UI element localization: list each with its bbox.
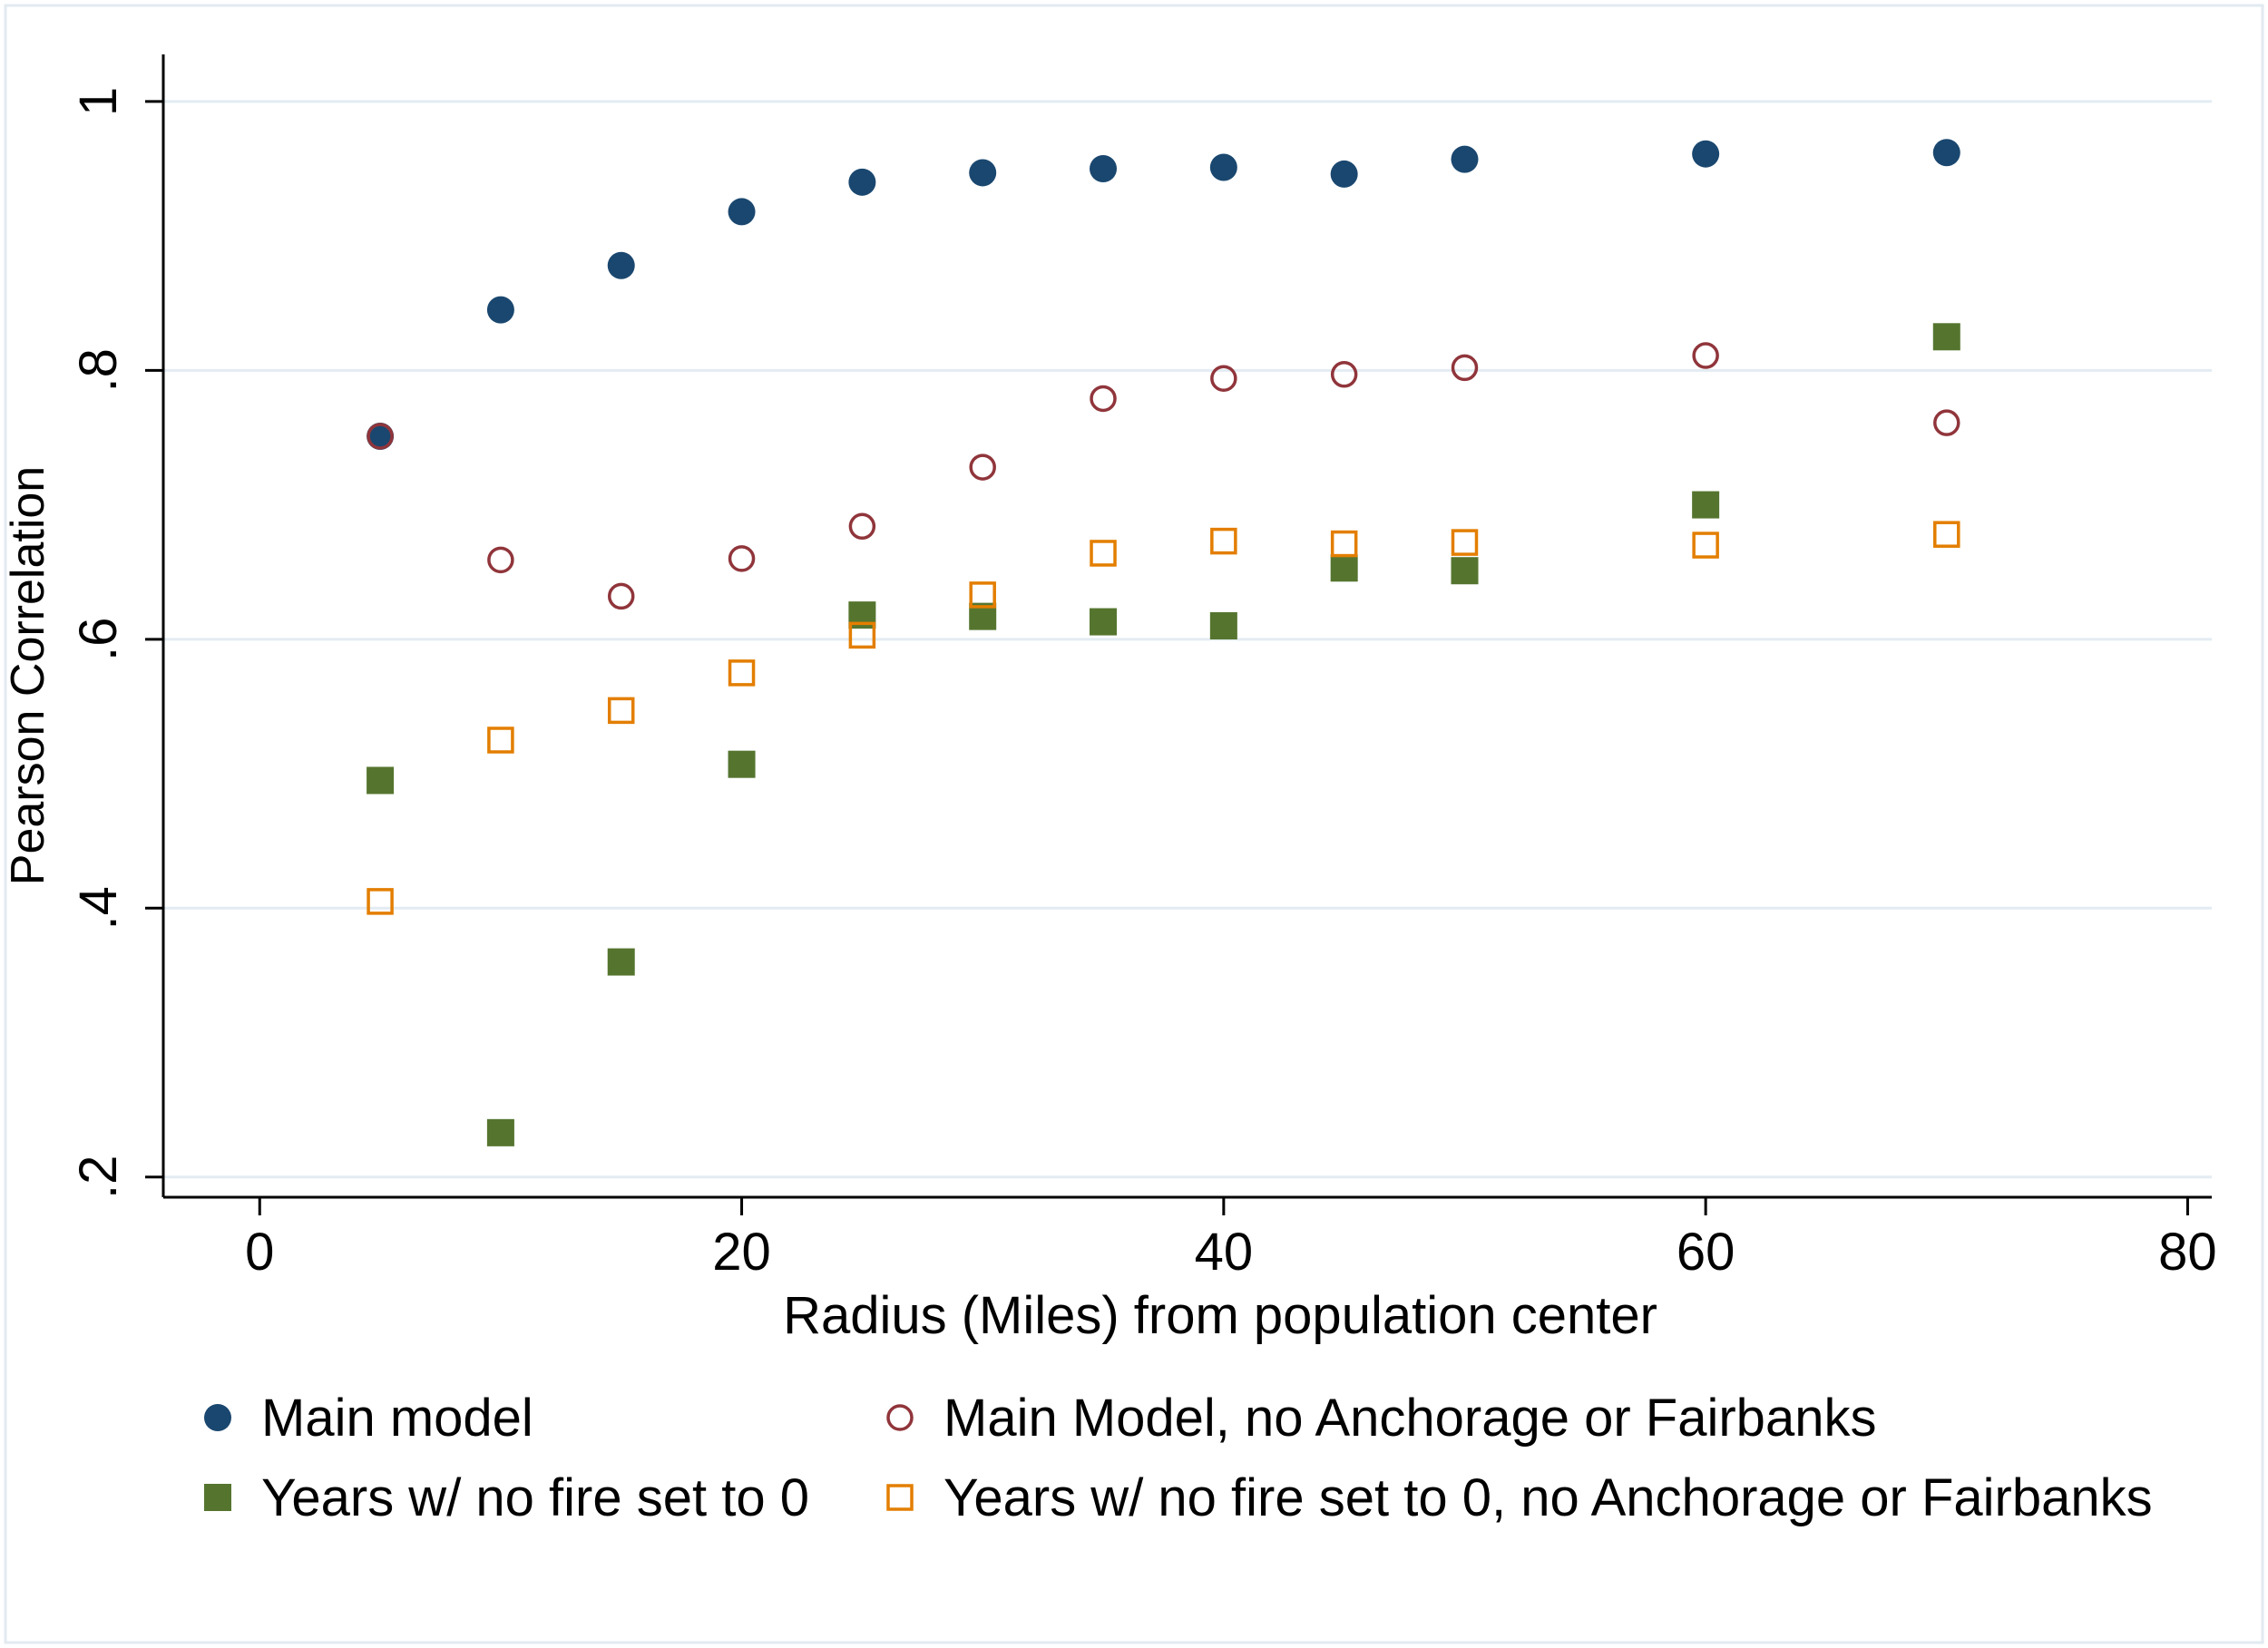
- y-tick-label: 1: [69, 87, 128, 116]
- x-axis-title: Radius (Miles) from population center: [783, 1286, 1657, 1345]
- x-tick-label: 60: [1677, 1223, 1735, 1282]
- point-main-model-no-anc-fbk: [487, 546, 514, 574]
- point-main-model: [367, 422, 395, 450]
- point-no-fire-zero: [367, 766, 395, 795]
- point-no-fire-zero-no-anc-fbk: [848, 621, 876, 649]
- x-axis-ticks: 0 20 40 60 80: [245, 1197, 2217, 1282]
- point-main-model: [486, 296, 514, 324]
- point-main-model-no-anc-fbk: [1933, 409, 1960, 436]
- point-no-fire-zero: [1209, 612, 1237, 639]
- point-no-fire-zero-no-anc-fbk: [1692, 531, 1719, 559]
- point-no-fire-zero-no-anc-fbk: [1933, 521, 1960, 548]
- point-main-model: [1209, 153, 1237, 181]
- point-main-model-no-anc-fbk: [728, 545, 756, 572]
- point-main-model: [1330, 160, 1358, 188]
- point-main-model: [607, 251, 635, 279]
- point-main-model-no-anc-fbk: [969, 453, 996, 481]
- point-main-model: [728, 198, 756, 226]
- y-axis-title: Pearson Correlation: [2, 466, 54, 885]
- legend-marker-main-model: [204, 1404, 231, 1431]
- y-axis-ticks: .2 .4 .6 .8 1: [69, 87, 163, 1199]
- y-tick-label: .2: [69, 1156, 128, 1199]
- point-main-model: [1451, 145, 1479, 173]
- legend-marker-main-model-no-anc-fbk: [886, 1404, 914, 1431]
- x-tick-label: 0: [245, 1223, 274, 1282]
- gridlines: [163, 100, 2212, 1179]
- legend-label-no-fire-zero-no-anc-fbk: Years w/ no fire set to 0, no Anchorage …: [943, 1468, 2153, 1527]
- point-no-fire-zero-no-anc-fbk: [487, 726, 514, 754]
- point-no-fire-zero-no-anc-fbk: [1210, 527, 1237, 555]
- point-no-fire-zero: [1330, 554, 1358, 582]
- point-main-model-no-anc-fbk: [848, 512, 876, 541]
- point-main-model-no-anc-fbk: [607, 582, 635, 610]
- data-points: [367, 139, 1960, 1146]
- x-tick-label: 20: [712, 1223, 771, 1282]
- legend-label-main-model: Main model: [261, 1389, 533, 1448]
- point-no-fire-zero-no-anc-fbk: [1330, 530, 1358, 558]
- point-no-fire-zero: [1451, 557, 1479, 585]
- point-no-fire-zero: [1090, 608, 1118, 636]
- point-main-model: [969, 159, 997, 187]
- x-tick-label: 40: [1195, 1223, 1254, 1282]
- outer-frame: [4, 4, 2264, 1644]
- y-tick-label: .8: [69, 348, 128, 392]
- legend-marker-no-fire-zero-no-anc-fbk: [886, 1484, 914, 1511]
- axes: [161, 54, 2212, 1199]
- legend-label-main-model-no-anc-fbk: Main Model, no Anchorage or Fairbanks: [943, 1389, 1876, 1448]
- point-main-model-no-anc-fbk: [1090, 385, 1117, 413]
- point-main-model: [1692, 140, 1720, 168]
- point-main-model-no-anc-fbk: [367, 423, 394, 450]
- point-no-fire-zero: [607, 948, 635, 976]
- point-no-fire-zero-no-anc-fbk: [728, 659, 756, 687]
- point-no-fire-zero: [1692, 491, 1720, 519]
- point-no-fire-zero: [728, 750, 756, 778]
- point-no-fire-zero-no-anc-fbk: [969, 581, 996, 609]
- point-main-model-no-anc-fbk: [1210, 365, 1237, 392]
- y-tick-label: .6: [69, 618, 128, 661]
- point-no-fire-zero-no-anc-fbk: [607, 697, 635, 725]
- point-main-model: [848, 168, 876, 196]
- point-no-fire-zero-no-anc-fbk: [1090, 540, 1117, 567]
- y-tick-label: .4: [69, 886, 128, 930]
- point-main-model: [1932, 139, 1960, 167]
- point-main-model: [1090, 155, 1118, 182]
- point-main-model-no-anc-fbk: [1451, 354, 1479, 382]
- legend: Main model Main Model, no Anchorage or Fa…: [204, 1389, 2153, 1527]
- x-tick-label: 80: [2158, 1223, 2217, 1282]
- point-no-fire-zero: [486, 1118, 514, 1146]
- point-no-fire-zero: [1932, 323, 1960, 351]
- point-main-model-no-anc-fbk: [1692, 342, 1719, 369]
- point-main-model-no-anc-fbk: [1330, 361, 1358, 388]
- point-no-fire-zero-no-anc-fbk: [1451, 529, 1479, 556]
- legend-label-no-fire-zero: Years w/ no fire set to 0: [261, 1468, 809, 1527]
- point-no-fire-zero-no-anc-fbk: [367, 888, 394, 915]
- legend-marker-no-fire-zero: [204, 1484, 231, 1511]
